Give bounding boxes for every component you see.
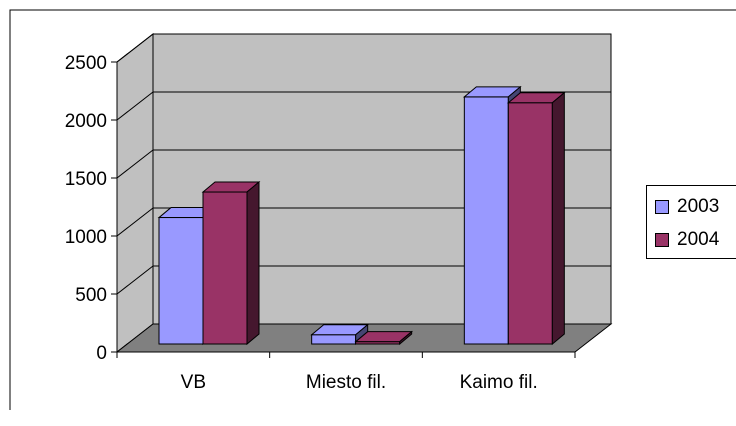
x-tick-label: Kaimo fil. (460, 372, 538, 393)
x-tick-label: VB (181, 372, 206, 393)
side-wall (116, 32, 154, 354)
legend-label-2004: 2004 (677, 229, 720, 250)
legend: 2003 2004 (646, 185, 736, 259)
y-tick-label: 500 (75, 285, 107, 306)
gridline (116, 265, 611, 295)
y-tick-label: 1000 (65, 227, 107, 248)
bar-2003-2 (463, 96, 509, 345)
legend-label-2003: 2003 (677, 196, 720, 217)
gridline (116, 91, 611, 121)
legend-swatch-2004 (655, 233, 669, 247)
bar-2003-1 (311, 334, 357, 345)
legend-item-2003: 2003 (655, 196, 719, 218)
x-tick-label: Miesto fil. (306, 372, 386, 393)
bar-side-2004-0 (246, 180, 260, 346)
legend-swatch-2003 (655, 200, 669, 214)
y-tick-label: 2000 (65, 111, 107, 132)
gridline (116, 149, 611, 179)
bar-side-2004-2 (551, 91, 565, 346)
y-tick-label: 1500 (65, 169, 107, 190)
bar-2003-0 (158, 217, 204, 345)
bar-2004-2 (507, 102, 553, 345)
y-tick-label: 0 (96, 343, 107, 364)
gridline (116, 33, 611, 63)
bar-2004-0 (202, 191, 248, 345)
bar-side-2004-1 (399, 330, 413, 346)
chart-border (9, 9, 736, 410)
gridline (116, 207, 611, 237)
y-tick-label: 2500 (65, 53, 107, 74)
legend-item-2004: 2004 (655, 229, 719, 251)
